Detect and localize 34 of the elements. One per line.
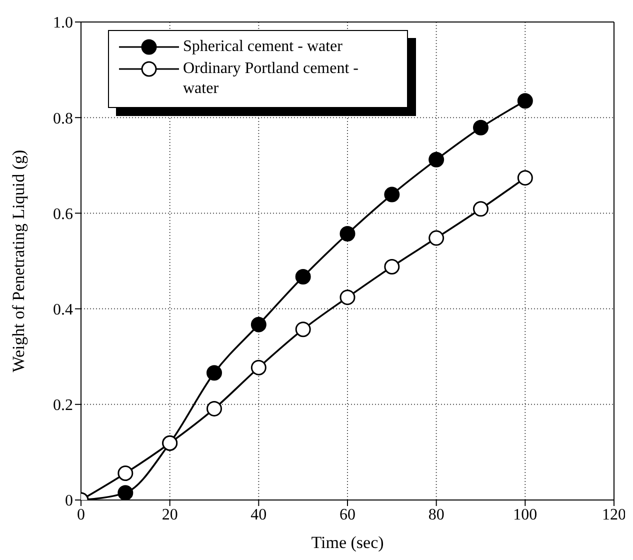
x-tick-label: 40: [250, 506, 267, 524]
point: [250, 360, 266, 376]
x-axis-title: Time (sec): [311, 533, 384, 552]
y-tick-label: 0.4: [53, 301, 73, 318]
point: [473, 201, 488, 217]
point: [206, 365, 222, 381]
y-axis-title: Weight of Penetrating Liquid (g): [9, 150, 28, 372]
point: [340, 226, 356, 242]
legend-label: Spherical cement - water: [183, 37, 344, 57]
point: [340, 290, 356, 306]
y-tick-label: 0.2: [53, 397, 73, 414]
point: [428, 230, 444, 246]
y-tick-label: 1.0: [53, 14, 73, 32]
point: [206, 400, 222, 416]
point: [517, 93, 533, 109]
point: [295, 322, 311, 338]
y-tick-label: 0.6: [53, 206, 73, 223]
point: [473, 120, 488, 136]
legend-label: Ordinary Portland cement - water: [183, 59, 360, 99]
x-tick-label: 60: [340, 506, 356, 524]
point: [428, 152, 444, 168]
point: [295, 269, 311, 285]
point: [517, 170, 533, 186]
y-tick-label: 0: [65, 492, 73, 510]
x-tick-label: 0: [77, 506, 85, 524]
x-tick-label: 20: [162, 506, 178, 524]
point: [118, 465, 134, 481]
x-tick-label: 100: [513, 506, 538, 524]
point: [118, 485, 134, 500]
x-tick-label: 80: [428, 506, 444, 524]
point: [384, 186, 400, 202]
point: [250, 316, 266, 332]
y-tick-label: 0.8: [53, 110, 73, 128]
point: [384, 258, 400, 274]
